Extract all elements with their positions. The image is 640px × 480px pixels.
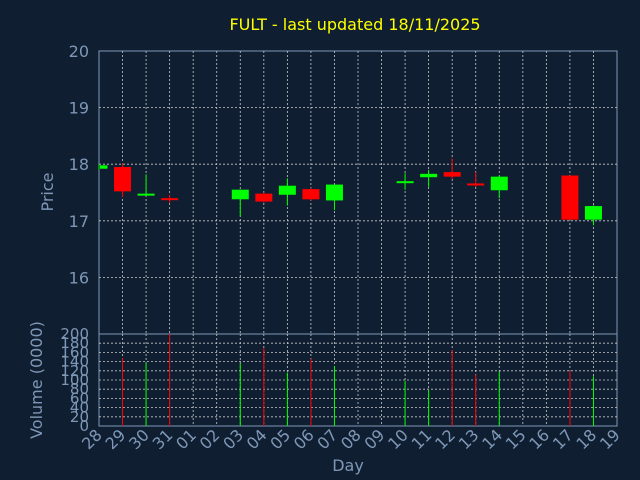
price-panel: 16 17 18 19 20 Price [38, 42, 618, 335]
volume-y-tick-label: 40 [70, 399, 89, 417]
candle-body [114, 167, 132, 192]
price-axis-label: Price [38, 172, 57, 211]
candle [114, 163, 132, 198]
candle [467, 172, 485, 187]
volume-y-tick-label: 120 [60, 362, 89, 380]
candle-body [490, 176, 508, 191]
volume-y-tick-label: 60 [70, 389, 89, 407]
volume-y-tick-label: 200 [60, 325, 89, 343]
price-y-tick-label: 18 [69, 155, 89, 174]
candle-body [443, 172, 461, 177]
candle [396, 173, 414, 190]
candle [278, 178, 296, 206]
volume-y-tick-label: 0 [79, 417, 89, 435]
volume-y-tick-label: 100 [60, 371, 89, 389]
candle [231, 189, 249, 217]
candle [137, 174, 155, 196]
price-y-tick-label: 20 [69, 42, 89, 61]
candle-body [561, 175, 579, 220]
candle-body [278, 185, 296, 195]
x-ticks: 2829303101020304050607080910111213141516… [78, 425, 624, 453]
volume-bars [122, 334, 594, 426]
candle-body [231, 189, 249, 200]
volume-y-tick-label: 140 [60, 353, 89, 371]
candle-body [137, 193, 155, 196]
volume-axis-label: Volume (0000) [27, 321, 46, 439]
volume-y-tick-label: 20 [70, 408, 89, 426]
volume-y-tick-label: 160 [60, 343, 89, 361]
candle-body [161, 198, 179, 201]
chart-title: FULT - last updated 18/11/2025 [229, 15, 480, 34]
candle-body [100, 165, 108, 169]
candle-body [396, 181, 414, 184]
candle [490, 175, 508, 199]
candle [420, 169, 438, 187]
candle-body [255, 193, 273, 202]
candle [302, 187, 320, 201]
candle-body [302, 189, 320, 200]
price-y-ticks: 16 17 18 19 20 [69, 42, 89, 287]
candle [443, 158, 461, 179]
price-y-tick-label: 17 [69, 212, 89, 231]
candle [584, 205, 602, 226]
volume-y-tick-label: 80 [70, 380, 89, 398]
candle-body [420, 173, 438, 178]
candle-body [325, 184, 343, 201]
candles [98, 158, 602, 226]
candle [325, 184, 343, 211]
candle [255, 192, 273, 203]
price-y-tick-label: 16 [69, 268, 89, 287]
candle [98, 164, 108, 170]
price-y-tick-label: 19 [69, 99, 89, 118]
candle [561, 175, 579, 220]
candle-body [467, 183, 485, 186]
volume-y-tick-label: 180 [60, 334, 89, 352]
candle [161, 194, 179, 203]
candle-body [584, 206, 602, 220]
x-axis-label: Day [332, 456, 364, 475]
